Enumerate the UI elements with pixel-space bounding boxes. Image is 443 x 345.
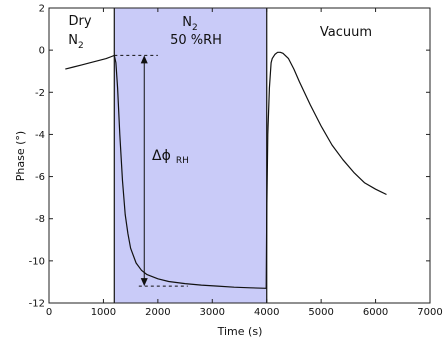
x-axis-title: Time (s) <box>217 325 263 338</box>
x-tick-label: 6000 <box>363 307 388 318</box>
x-tick-label: 4000 <box>254 307 279 318</box>
y-tick-label: -10 <box>29 256 45 267</box>
y-tick-label: -2 <box>35 88 45 99</box>
y-tick-label: -6 <box>35 172 45 183</box>
y-tick-label: -12 <box>29 299 45 310</box>
y-tick-label: -4 <box>35 130 45 141</box>
y-tick-label: 2 <box>39 4 45 15</box>
dry-gas-label: N2 <box>68 33 83 51</box>
delta-arrow-head-up <box>140 55 148 64</box>
dry-label: Dry <box>68 14 91 29</box>
wet-gas-label: N2 <box>182 15 197 33</box>
phase-series-line <box>65 51 387 289</box>
shaded-humidity-region <box>114 8 267 303</box>
delta-arrow-head-down <box>140 278 148 287</box>
x-tick-label: 7000 <box>417 307 442 318</box>
y-axis-title: Phase (°) <box>14 131 27 181</box>
vacuum-label: Vacuum <box>320 25 372 40</box>
delta-phi-label: Δϕ RH <box>152 148 189 166</box>
x-tick-label: 0 <box>46 307 52 318</box>
y-tick-label: -8 <box>35 214 45 225</box>
humidity-label: 50 %RH <box>170 33 222 48</box>
x-tick-label: 2000 <box>145 307 170 318</box>
x-tick-label: 5000 <box>308 307 333 318</box>
y-tick-label: 0 <box>39 46 45 57</box>
x-tick-label: 3000 <box>200 307 225 318</box>
plot-frame <box>48 7 431 304</box>
x-tick-label: 1000 <box>91 307 116 318</box>
